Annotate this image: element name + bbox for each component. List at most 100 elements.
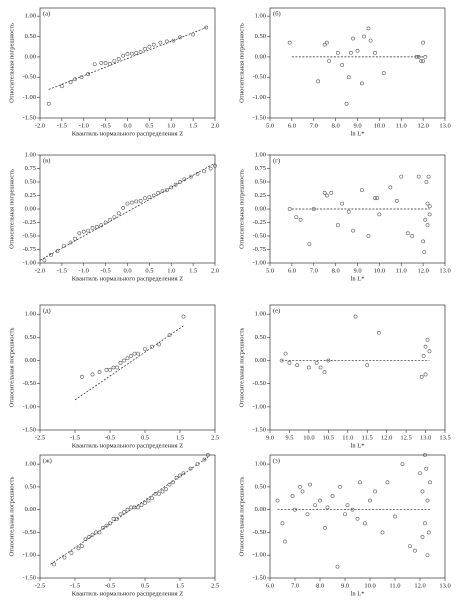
data-point [298,484,302,489]
data-point [108,217,112,222]
data-point [125,201,130,206]
x-tick-label: 2.5 [211,582,219,589]
data-point [139,503,144,508]
data-point [182,177,187,182]
data-point [388,185,393,190]
data-point [83,537,88,542]
panel-label: (е) [273,307,280,314]
data-point [156,190,161,195]
data-point [426,530,431,535]
data-point [359,81,364,86]
x-tick-label: 12.0 [417,122,428,129]
x-axis-label: Квантиль нормального распределения Z [72,275,183,282]
data-point [121,53,126,58]
data-point [373,489,377,494]
y-tick-label: -1.50 [252,114,266,121]
data-point [373,50,377,55]
data-point [293,507,297,512]
x-tick-label: 11.0 [342,434,353,441]
y-tick-label: 0.75 [25,165,36,172]
x-tick-label: 2.0 [211,267,219,274]
data-point [376,330,381,335]
data-point [195,171,200,176]
x-tick-label: 12.0 [381,434,392,441]
data-point [195,462,200,467]
panel-label: (ж) [43,457,52,464]
panel: -1.50 -1.00 -0.50 0.00 0.50 1.00 -2.5 -1.5 -0.5 0… [8,453,219,597]
data-point [298,217,303,222]
data-point [295,363,300,368]
x-tick-label: 5.0 [266,267,274,274]
data-point [428,480,432,485]
y-tick-label: -0.75 [22,246,36,253]
data-point [424,180,429,184]
x-tick-label: 9.5 [285,434,293,441]
x-tick-label: -1.5 [57,122,67,129]
y-tick-label: -0.50 [252,380,266,387]
x-tick-label: 1.0 [167,122,175,129]
x-tick-label: 1.5 [176,582,184,589]
data-point [73,236,77,241]
x-tick-label: 7.0 [291,582,299,589]
data-point [344,101,349,106]
data-point [125,507,130,512]
data-point [173,182,178,187]
data-point [132,351,137,356]
y-tick-label: -0.50 [252,232,266,239]
x-tick-label: -2.5 [35,582,45,589]
data-point [68,240,73,245]
data-point [287,207,292,211]
data-point [90,372,95,377]
x-tick-label: -1.0 [79,122,89,129]
y-tick-label: -1.00 [252,403,266,410]
data-point [423,521,427,526]
y-tick-label: 0.75 [255,165,266,172]
y-tick-label: -0.25 [22,219,36,226]
y-tick-label: -1.50 [252,574,266,581]
panel: -1.50 -1.00 -0.50 0.00 0.50 1.00 6.0 7.0 8.0 9.0 1… [238,453,451,597]
data-point [122,358,126,363]
data-point [394,198,399,203]
x-tick-label: 13.0 [439,122,450,129]
y-tick-label: -0.50 [22,529,36,536]
data-point [423,344,428,349]
y-tick-label: 1.00 [255,461,266,468]
panel: -1.50 -1.00 -0.50 0.00 0.50 1.00 9.0 9.5 10.0 10.… [238,304,451,449]
y-tick-label: 1.00 [25,13,36,20]
data-point [108,367,112,372]
data-point [351,36,356,41]
data-point [97,370,102,375]
x-tick-label: 6.0 [288,267,296,274]
y-tick-label: 0.25 [255,192,266,199]
y-tick-label: 0.00 [255,53,266,60]
data-point [92,62,97,67]
x-tick-label: 12.5 [400,434,411,441]
data-point [143,46,147,51]
data-point [329,190,334,195]
data-point [307,242,312,247]
x-tick-label: 9.0 [353,122,361,129]
data-point [279,358,284,363]
y-tick-label: 0.00 [25,205,36,212]
y-tick-label: -0.50 [252,529,266,536]
x-tick-label: -2.0 [35,122,45,129]
data-point [323,525,327,530]
y-tick-label: -1.00 [22,94,36,101]
y-tick-label: 0.00 [255,506,266,513]
y-tick-label: 0.50 [255,33,266,40]
data-point [129,505,133,510]
data-point [138,198,143,203]
data-point [104,367,109,372]
data-point [326,358,331,363]
data-point [393,514,397,519]
data-point [174,475,179,480]
x-tick-label: 7.0 [310,267,318,274]
data-point [169,185,174,190]
y-tick-label: 0.50 [25,334,36,341]
data-point [86,72,91,76]
x-tick-label: 9.0 [266,434,274,441]
data-point [416,174,421,179]
y-tick-label: 0.50 [255,178,266,185]
data-point [90,532,95,537]
data-point [153,491,158,496]
